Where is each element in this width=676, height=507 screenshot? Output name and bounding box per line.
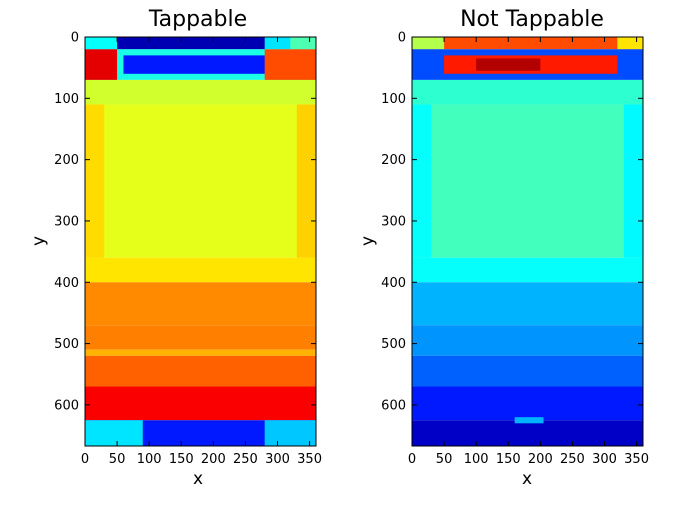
x-tick-label: 350 xyxy=(297,452,322,467)
x-tick-label: 200 xyxy=(201,452,226,467)
chart-title: Tappable xyxy=(148,7,247,32)
heatmap-cell xyxy=(85,282,316,326)
y-axis-label: y xyxy=(29,236,49,246)
heatmap-cell xyxy=(412,104,643,258)
y-axis-label: y xyxy=(358,236,378,246)
heatmap-cell xyxy=(514,417,544,424)
x-tick-label: 250 xyxy=(233,452,258,467)
y-tick-label: 200 xyxy=(54,153,79,168)
y-tick-label: 100 xyxy=(54,92,79,107)
heatmap-cell xyxy=(412,282,643,326)
heatmap-cell xyxy=(264,420,316,446)
heatmap-cell xyxy=(85,37,118,50)
y-tick-label: 200 xyxy=(381,153,406,168)
heatmap-cell xyxy=(617,37,643,50)
heatmap-cells xyxy=(85,37,316,446)
heatmap-cell xyxy=(123,55,278,74)
chart-title: Not Tappable xyxy=(460,7,604,32)
x-axis: 0 50 100 150 200 250 300 350 xyxy=(81,37,322,467)
x-tick-label: 50 xyxy=(436,452,453,467)
heatmap-cell xyxy=(412,104,432,258)
heatmap-cell xyxy=(290,37,316,50)
y-tick-label: 600 xyxy=(54,398,79,413)
heatmap-cell xyxy=(117,37,265,50)
heatmap-cell xyxy=(85,49,118,80)
heatmap-cell xyxy=(85,386,316,421)
x-tick-label: 0 xyxy=(81,452,89,467)
x-tick-label: 300 xyxy=(265,452,290,467)
x-tick-label: 100 xyxy=(137,452,162,467)
heatmap-cell xyxy=(476,58,541,71)
x-tick-label: 300 xyxy=(592,452,617,467)
y-tick-label: 0 xyxy=(398,31,406,46)
plot-frame xyxy=(84,36,317,447)
x-axis-label: x xyxy=(522,469,532,489)
heatmap-cell xyxy=(85,104,316,258)
y-tick-label: 400 xyxy=(54,276,79,291)
y-tick-label: 300 xyxy=(54,214,79,229)
x-tick-label: 150 xyxy=(169,452,194,467)
heatmap-cell xyxy=(412,325,643,356)
heatmap-cell xyxy=(296,104,316,258)
heatmap-cell xyxy=(85,325,316,350)
x-tick-label: 0 xyxy=(408,452,416,467)
heatmap-cell xyxy=(412,79,643,105)
heatmap-cell xyxy=(412,37,445,50)
y-tick-label: 300 xyxy=(381,214,406,229)
heatmap-cell xyxy=(85,257,316,283)
panel-tappable: Tappable 0 100 200 300 400 500 600 0 50 100 150 20… xyxy=(29,7,322,489)
y-tick-label: 0 xyxy=(71,31,79,46)
y-axis: 0 100 200 300 400 500 600 xyxy=(381,31,643,413)
x-tick-label: 100 xyxy=(464,452,489,467)
panel-not-tappable: Not Tappable 0 100 200 300 400 500 600 0 50 100 1… xyxy=(358,7,649,489)
x-axis-label: x xyxy=(193,469,203,489)
y-tick-label: 600 xyxy=(381,398,406,413)
heatmap-cell xyxy=(85,420,143,446)
x-tick-label: 150 xyxy=(496,452,521,467)
x-axis: 0 50 100 150 200 250 300 350 xyxy=(408,37,649,467)
heatmap-cell xyxy=(623,104,643,258)
plot-frame xyxy=(411,36,644,447)
heatmap-cell xyxy=(412,257,643,283)
heatmap-cell xyxy=(412,420,643,446)
heatmap-cell xyxy=(412,355,643,387)
x-tick-label: 200 xyxy=(528,452,553,467)
heatmap-cell xyxy=(412,386,643,421)
heatmap-cells xyxy=(412,37,643,446)
y-tick-label: 100 xyxy=(381,92,406,107)
heatmap-cell xyxy=(85,79,316,105)
y-tick-label: 500 xyxy=(54,337,79,352)
y-axis: 0 100 200 300 400 500 600 xyxy=(54,31,316,413)
x-tick-label: 50 xyxy=(109,452,126,467)
x-tick-label: 350 xyxy=(624,452,649,467)
heatmap-cell xyxy=(85,104,105,258)
y-tick-label: 500 xyxy=(381,337,406,352)
x-tick-label: 250 xyxy=(560,452,585,467)
heatmap-cell xyxy=(85,355,316,387)
y-tick-label: 400 xyxy=(381,276,406,291)
heatmap-cell xyxy=(412,37,643,50)
heatmap-cell xyxy=(85,349,316,356)
heatmap-cell xyxy=(264,49,316,80)
